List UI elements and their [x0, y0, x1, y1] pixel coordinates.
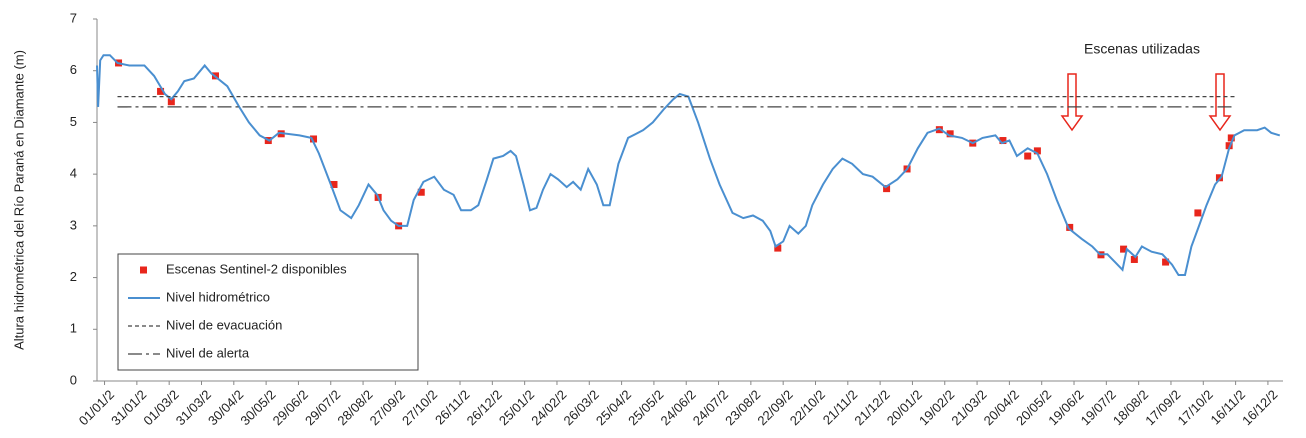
x-tick-label: 24/07/2 [690, 387, 731, 428]
x-tick-label: 29/06/2 [270, 387, 311, 428]
x-tick-label: 17/10/2 [1175, 387, 1216, 428]
y-tick-label: 3 [70, 217, 77, 232]
y-tick-label: 1 [70, 321, 77, 336]
y-tick-label: 2 [70, 269, 77, 284]
legend-label: Nivel hidrométrico [166, 289, 270, 304]
x-tick-label: 20/05/2 [1013, 387, 1054, 428]
x-tick-label: 25/04/2 [593, 387, 634, 428]
x-tick-label: 27/09/2 [367, 387, 408, 428]
legend-swatch [140, 266, 147, 274]
y-axis-title: Altura hidrométrica del Río Paraná en Di… [11, 50, 26, 350]
x-tick-label: 20/01/2 [884, 387, 925, 428]
scatter-point [330, 180, 338, 188]
x-tick-label: 25/01/2 [496, 387, 537, 428]
x-tick-label: 19/02/2 [916, 387, 957, 428]
x-tick-label: 28/08/2 [334, 387, 375, 428]
y-tick-label: 0 [70, 372, 77, 387]
arrow [1060, 73, 1232, 132]
scatter-point [1227, 134, 1235, 142]
x-tick-label: 30/04/2 [205, 387, 246, 428]
x-tick-label: 30/05/2 [237, 387, 278, 428]
x-tick-label: 22/09/2 [754, 387, 795, 428]
scatter-point [1066, 223, 1074, 231]
x-tick-label: 26/12/2 [464, 387, 505, 428]
scatter-point [999, 137, 1007, 145]
scatter-point [167, 98, 175, 106]
scatter-point [774, 244, 782, 252]
scatter-point [1033, 147, 1041, 155]
x-tick-label: 01/01/2 [76, 387, 117, 428]
data-line [96, 54, 1281, 276]
x-tick-label: 23/08/2 [722, 387, 763, 428]
x-tick-label: 20/04/2 [981, 387, 1022, 428]
x-tick-label: 24/02/2 [528, 387, 569, 428]
x-tick-label: 17/09/2 [1142, 387, 1183, 428]
x-tick-label: 31/01/2 [108, 387, 149, 428]
scatter-point [946, 130, 954, 138]
x-tick-label: 19/06/2 [1045, 387, 1086, 428]
y-tick-label: 4 [70, 166, 77, 181]
scatter-point [1162, 258, 1170, 266]
x-tick-label: 19/07/2 [1078, 387, 1119, 428]
scatter-point [417, 188, 425, 196]
legend-label: Escenas Sentinel-2 disponibles [166, 261, 347, 276]
scatter-point [1120, 245, 1128, 253]
annotation: Escenas utilizadas [1084, 41, 1200, 57]
scatter-point [1194, 209, 1202, 217]
scatter-point [1130, 255, 1138, 263]
x-tick-label: 29/07/2 [302, 387, 343, 428]
x-tick-label: 22/10/2 [787, 387, 828, 428]
x-tick-label: 25/05/2 [625, 387, 666, 428]
scatter-point [310, 135, 318, 143]
legend-label: Nivel de alerta [166, 345, 250, 360]
scatter-point [883, 185, 891, 193]
x-tick-label: 21/03/2 [948, 387, 989, 428]
x-tick-label: 31/03/2 [173, 387, 214, 428]
scatter-point [157, 87, 165, 95]
x-tick-label: 16/12/2 [1239, 387, 1280, 428]
y-tick-label: 5 [70, 114, 77, 129]
x-tick-label: 26/03/2 [561, 387, 602, 428]
y-tick-label: 7 [70, 10, 77, 25]
x-tick-label: 18/08/2 [1110, 387, 1151, 428]
x-tick-label: 24/06/2 [658, 387, 699, 428]
legend-label: Nivel de evacuación [166, 317, 282, 332]
legend [117, 253, 419, 371]
x-tick-label: 27/10/2 [399, 387, 440, 428]
scatter-point [1024, 152, 1032, 160]
x-tick-label: 21/12/2 [851, 387, 892, 428]
y-tick-label: 6 [70, 62, 77, 77]
x-tick-label: 01/03/2 [140, 387, 181, 428]
